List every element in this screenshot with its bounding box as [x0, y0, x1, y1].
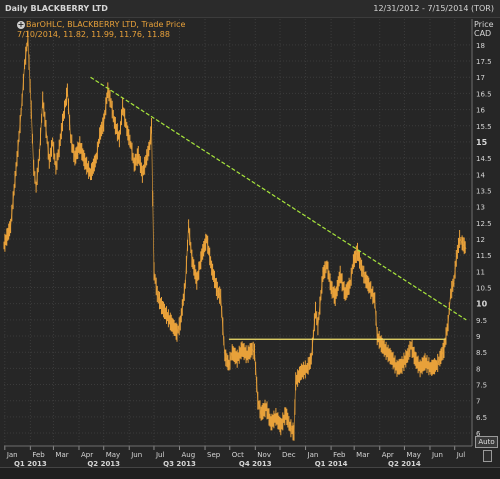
scroll-handle[interactable]	[483, 450, 492, 462]
resistance-trendline	[90, 76, 467, 321]
x-tick-label: May	[106, 451, 120, 459]
x-tick-label: Jan	[6, 451, 18, 459]
x-tick-label: Jan	[307, 451, 319, 459]
currency-label: CAD	[474, 29, 492, 38]
date-range: 12/31/2012 - 7/15/2014 (TOR)	[373, 4, 494, 13]
y-tick-label: 16.5	[476, 90, 492, 98]
quarter-label: Q2 2013	[87, 460, 120, 468]
x-tick-label: Sep	[207, 451, 221, 459]
y-tick-label: 8	[476, 365, 480, 373]
price-label: Price	[474, 20, 494, 29]
y-tick-label: 16	[476, 107, 485, 115]
bottom-border	[0, 467, 500, 479]
y-tick-label: 14.5	[476, 155, 492, 163]
x-tick-label: May	[406, 451, 420, 459]
y-tick-label: 6.5	[476, 414, 487, 422]
x-tick-label: Apr	[382, 451, 394, 459]
price-axis-label: Price CAD	[474, 20, 494, 38]
y-tick-label: 9.5	[476, 317, 487, 325]
y-tick-label: 11	[476, 268, 485, 276]
legend-values: 7/10/2014, 11.82, 11.99, 11.76, 11.88	[17, 30, 170, 39]
x-tick-label: Aug	[182, 451, 196, 459]
y-tick-label: 10	[476, 300, 488, 309]
y-tick-label: 15	[476, 138, 488, 147]
y-tick-label: 10.5	[476, 284, 492, 292]
x-tick-label: Jun	[431, 451, 443, 459]
x-tick-label: Oct	[232, 451, 244, 459]
x-tick-label: Jul	[155, 451, 165, 459]
y-tick-label: 11.5	[476, 252, 492, 260]
y-tick-label: 7.5	[476, 382, 487, 390]
x-tick-label: Dec	[282, 451, 296, 459]
y-tick-label: 12.5	[476, 220, 492, 228]
y-tick-label: 12	[476, 236, 485, 244]
x-tick-label: Mar	[55, 451, 68, 459]
quarter-label: Q1 2014	[315, 460, 348, 468]
price-line	[3, 38, 467, 435]
y-tick-label: 13	[476, 204, 485, 212]
x-tick-label: Apr	[81, 451, 93, 459]
y-tick-label: 7	[476, 398, 480, 406]
x-tick-label: Jul	[456, 451, 466, 459]
y-tick-label: 13.5	[476, 187, 492, 195]
plus-icon[interactable]: +	[17, 19, 25, 29]
y-tick-label: 17	[476, 74, 485, 82]
quarter-label: Q1 2013	[14, 460, 47, 468]
legend-series: BarOHLC, BLACKBERRY LTD, Trade Price	[26, 20, 186, 29]
y-tick-label: 9	[476, 333, 480, 341]
x-tick-label: Feb	[32, 451, 45, 459]
chart-title: Daily BLACKBERRY LTD	[5, 4, 108, 13]
auto-scale-button[interactable]: Auto	[475, 436, 498, 448]
x-tick-label: Nov	[257, 451, 271, 459]
quarter-label: Q4 2013	[239, 460, 272, 468]
x-tick-label: Feb	[333, 451, 346, 459]
y-tick-label: 14	[476, 171, 485, 179]
quarter-label: Q3 2013	[163, 460, 196, 468]
y-tick-label: 6	[476, 430, 481, 438]
y-tick-label: 18	[476, 42, 485, 50]
y-tick-label: 8.5	[476, 349, 487, 357]
plot-area	[4, 19, 472, 446]
legend: + BarOHLC, BLACKBERRY LTD, Trade Price 7/…	[17, 20, 185, 40]
quarter-label: Q2 2014	[388, 460, 421, 468]
y-tick-label: 15.5	[476, 123, 492, 131]
title-bar: Daily BLACKBERRY LTD 12/31/2012 - 7/15/2…	[0, 0, 500, 18]
x-tick-label: Mar	[356, 451, 369, 459]
y-tick-label: 17.5	[476, 58, 492, 66]
x-tick-label: Jun	[130, 451, 142, 459]
